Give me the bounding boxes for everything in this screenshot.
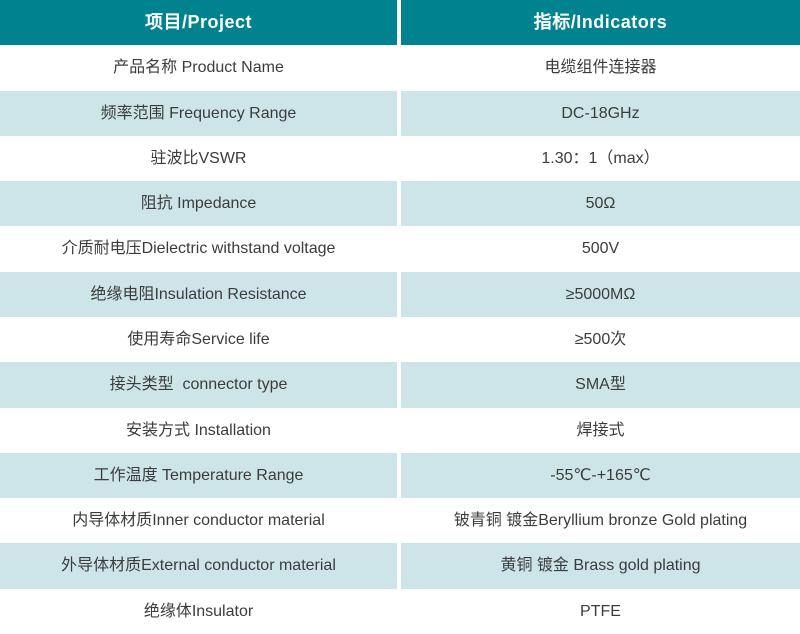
column-divider bbox=[397, 271, 401, 317]
column-divider bbox=[397, 135, 401, 182]
header-cell-project: 项目/Project bbox=[144, 11, 253, 32]
table-row-installation: 安装方式 Installation 焊接式 bbox=[0, 407, 800, 453]
project-cell: 阻抗 Impedance bbox=[140, 195, 257, 213]
table-row-impedance: 阻抗 Impedance 50Ω bbox=[0, 181, 800, 227]
column-divider bbox=[397, 181, 401, 227]
indicator-cell: ≥500次 bbox=[574, 331, 627, 349]
indicator-cell: 50Ω bbox=[585, 195, 616, 213]
column-divider bbox=[397, 588, 401, 634]
project-cell: 产品名称 Product Name bbox=[113, 59, 284, 77]
indicator-cell: ≥5000MΩ bbox=[565, 285, 636, 303]
project-cell: 接头类型 connector type bbox=[109, 376, 288, 394]
column-divider bbox=[397, 0, 401, 46]
project-cell: 安装方式 Installation bbox=[126, 421, 271, 439]
indicator-cell: 500V bbox=[581, 240, 620, 258]
column-divider bbox=[397, 226, 401, 272]
project-cell: 外导体材质External conductor material bbox=[61, 557, 336, 575]
project-cell: 驻波比VSWR bbox=[150, 149, 247, 167]
column-divider bbox=[397, 498, 401, 544]
indicator-cell: -55℃-+165℃ bbox=[550, 466, 651, 484]
indicator-cell: SMA型 bbox=[575, 376, 626, 394]
table-row-external-conductor-material: 外导体材质External conductor material 黄铜 镀金 B… bbox=[0, 543, 800, 589]
table-row-service-life: 使用寿命Service life ≥500次 bbox=[0, 316, 800, 363]
column-divider bbox=[397, 407, 401, 453]
table-row-product-name: 产品名称 Product Name 电缆组件连接器 bbox=[0, 45, 800, 91]
project-cell: 绝缘电阻Insulation Resistance bbox=[90, 285, 307, 303]
indicator-cell: 电缆组件连接器 bbox=[544, 59, 657, 77]
table-row-insulator: 绝缘体Insulator PTFE bbox=[0, 588, 800, 634]
project-cell: 绝缘体Insulator bbox=[143, 602, 254, 620]
table-row-frequency-range: 频率范围 Frequency Range DC-18GHz bbox=[0, 90, 800, 136]
header-cell-indicators: 指标/Indicators bbox=[533, 11, 668, 32]
column-divider bbox=[397, 452, 401, 499]
project-cell: 工作温度 Temperature Range bbox=[93, 466, 304, 484]
project-cell: 介质耐电压Dielectric withstand voltage bbox=[61, 240, 336, 258]
column-divider bbox=[397, 316, 401, 363]
column-divider bbox=[397, 90, 401, 136]
indicator-cell: PTFE bbox=[580, 602, 621, 620]
table-row-temperature-range: 工作温度 Temperature Range -55℃-+165℃ bbox=[0, 452, 800, 499]
project-cell: 频率范围 Frequency Range bbox=[100, 104, 297, 122]
project-cell: 使用寿命Service life bbox=[127, 331, 270, 349]
indicator-cell: 焊接式 bbox=[576, 421, 625, 439]
table-row-connector-type: 接头类型 connector type SMA型 bbox=[0, 362, 800, 408]
table-header-row: 项目/Project 指标/Indicators bbox=[0, 0, 800, 46]
indicator-cell: 黄铜 镀金 Brass gold plating bbox=[500, 557, 701, 575]
column-divider bbox=[397, 543, 401, 589]
table-row-inner-conductor-material: 内导体材质Inner conductor material 铍青铜 镀金Bery… bbox=[0, 498, 800, 544]
column-divider bbox=[397, 362, 401, 408]
project-cell: 内导体材质Inner conductor material bbox=[72, 512, 325, 530]
table-row-insulation-resistance: 绝缘电阻Insulation Resistance ≥5000MΩ bbox=[0, 271, 800, 317]
indicator-cell: 1.30：1（max） bbox=[541, 149, 660, 167]
indicator-cell: DC-18GHz bbox=[561, 104, 640, 122]
table-row-dielectric-withstand-voltage: 介质耐电压Dielectric withstand voltage 500V bbox=[0, 226, 800, 272]
column-divider bbox=[397, 45, 401, 91]
indicator-cell: 铍青铜 镀金Beryllium bronze Gold plating bbox=[453, 512, 748, 530]
table-row-vswr: 驻波比VSWR 1.30：1（max） bbox=[0, 135, 800, 182]
